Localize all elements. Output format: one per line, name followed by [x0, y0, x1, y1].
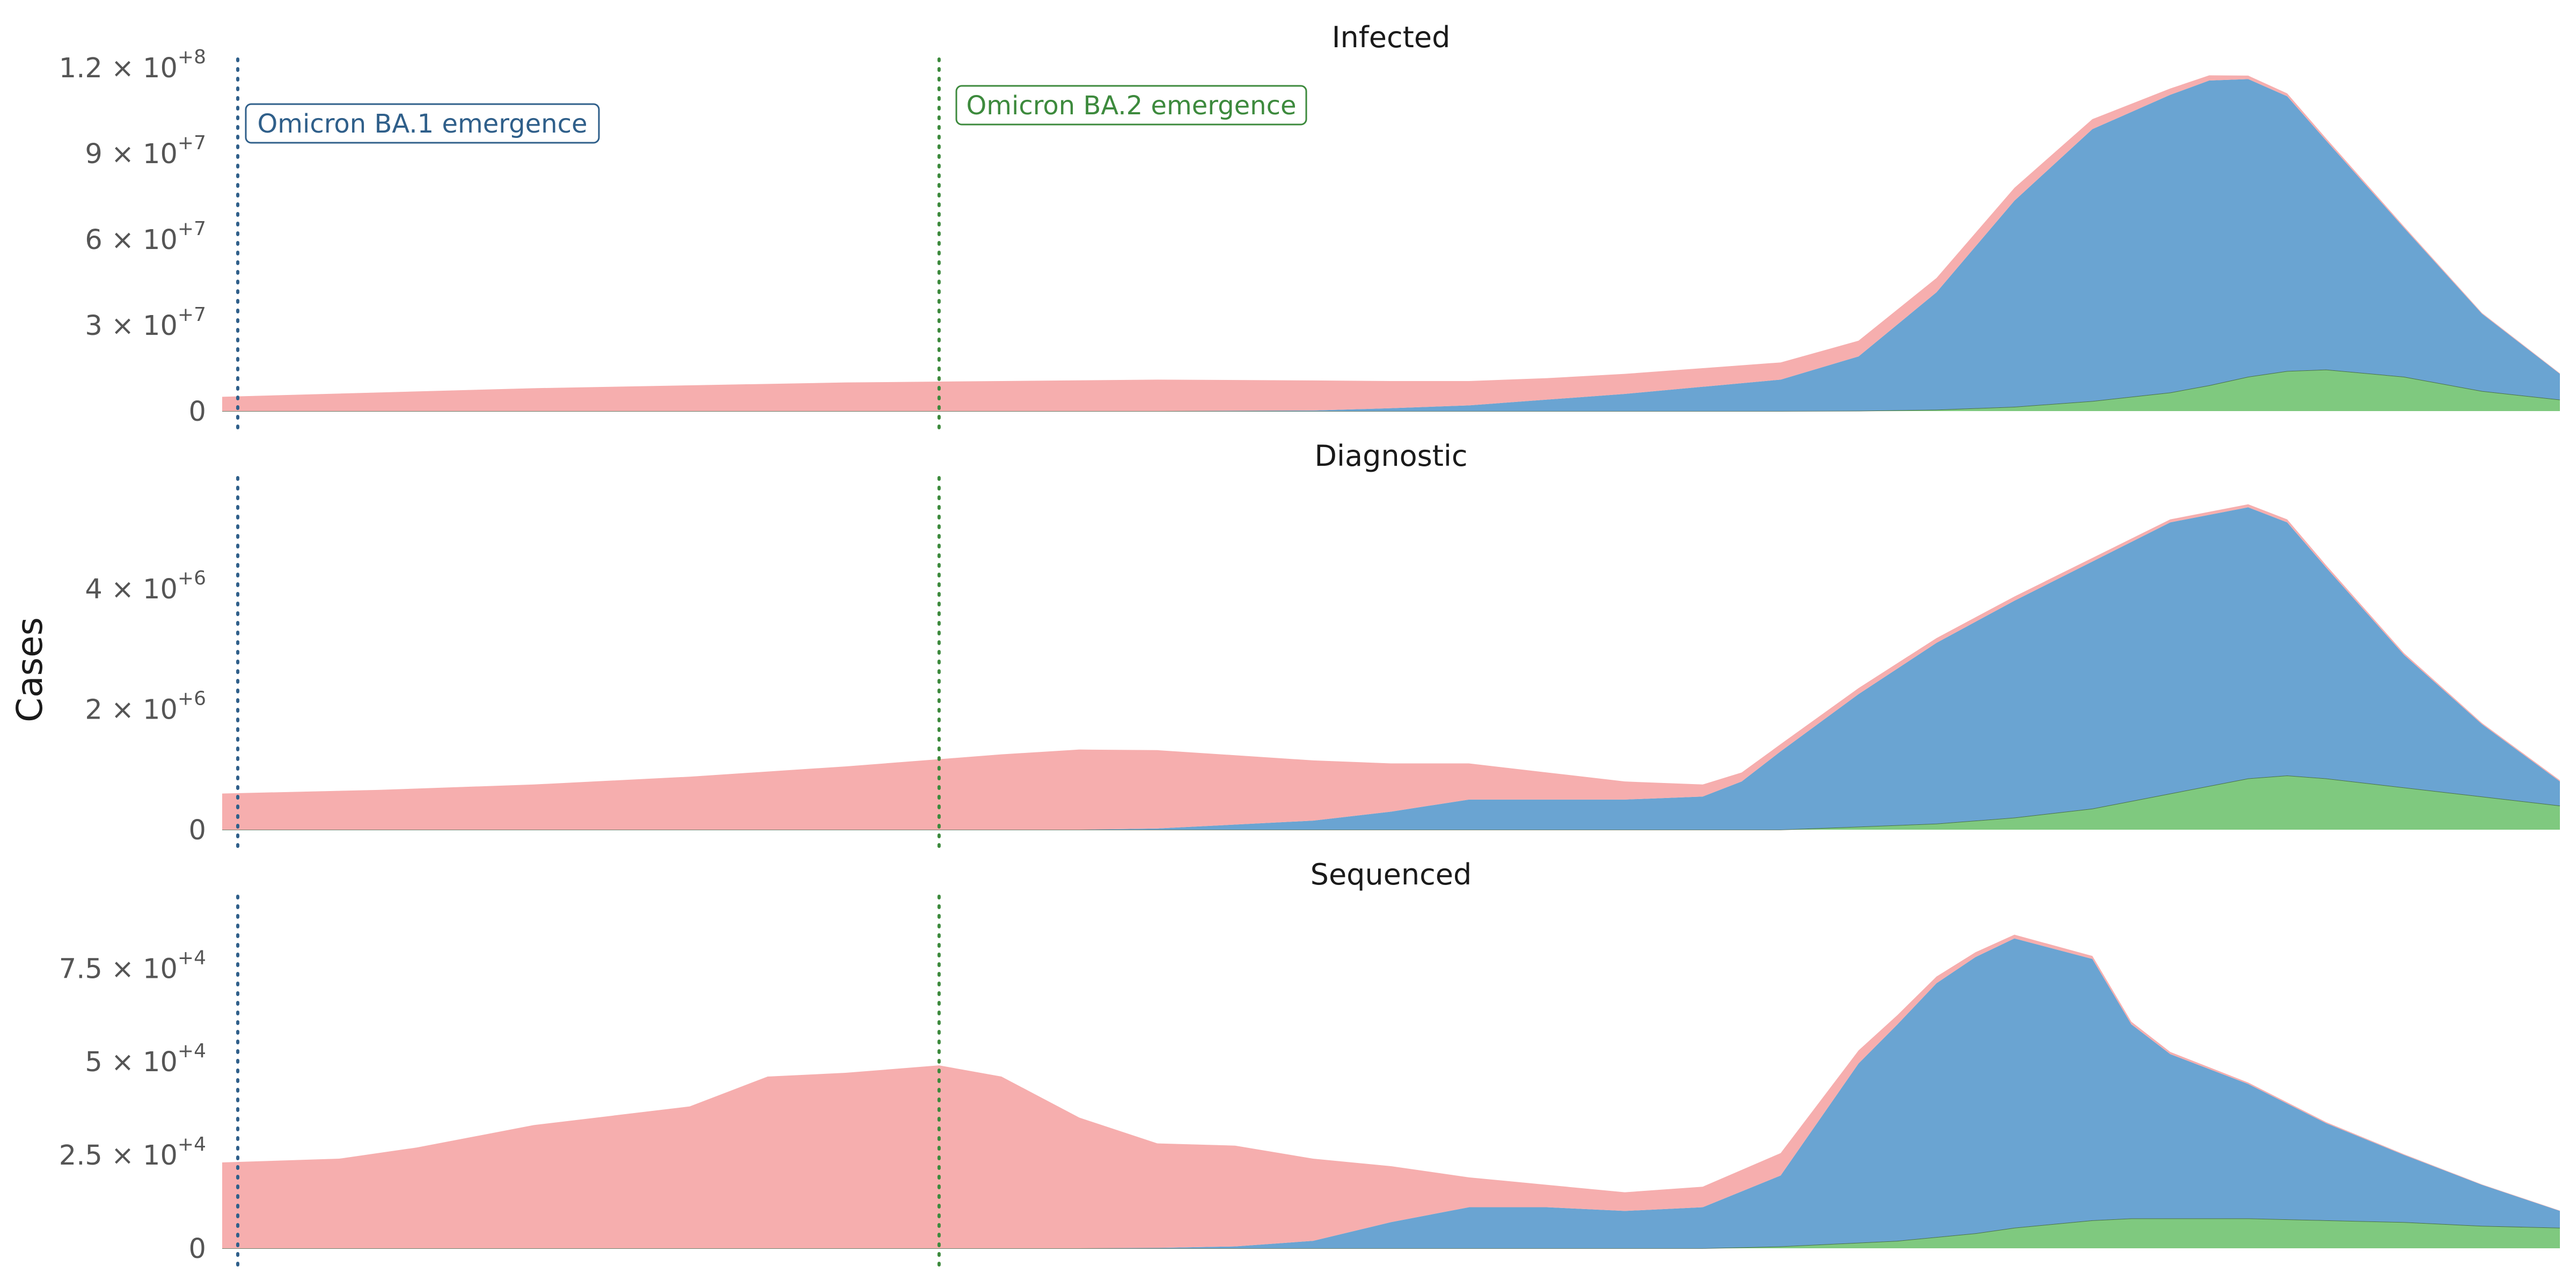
area-omicron-ba2: [222, 775, 2560, 830]
area-omicron-ba2: [222, 369, 2560, 411]
y-tick-label: 5 × 10+4: [85, 1040, 206, 1078]
panel-title: Diagnostic: [1314, 439, 1467, 473]
area-other: [222, 504, 2560, 830]
area-omicron-ba1: [222, 507, 2560, 830]
y-tick-label: 7.5 × 10+4: [59, 947, 206, 985]
y-tick-label: 0: [189, 815, 206, 846]
y-tick-label: 1.2 × 10+8: [59, 46, 206, 84]
y-tick-label: 2 × 10+6: [85, 687, 206, 726]
y-tick-label: 0: [189, 396, 206, 428]
panel-diagnostic: Diagnostic 0 2 × 10+6 4 × 10+6: [85, 439, 2560, 850]
ba2-annotation-box: [955, 85, 1307, 126]
y-tick-label: 4 × 10+6: [85, 567, 206, 605]
y-axis-label: Cases: [9, 617, 50, 722]
area-omicron-ba2: [222, 1218, 2560, 1248]
y-tick-label: 6 × 10+7: [85, 218, 206, 256]
area-other: [222, 934, 2560, 1248]
y-tick-label: 0: [189, 1233, 206, 1265]
annotations: Omicron BA.1 emergence Omicron BA.2 emerg…: [245, 85, 1307, 144]
panel-title: Infected: [1332, 20, 1451, 54]
y-tick-label: 9 × 10+7: [85, 132, 206, 170]
y-tick-label: 3 × 10+7: [85, 304, 206, 342]
area-omicron-ba1: [222, 938, 2560, 1248]
ba1-annotation-label: Omicron BA.1 emergence: [257, 109, 587, 139]
panel-infected: Infected 0 3 × 10+7 6 × 10+7 9 × 10+7 1.2 × 1…: [59, 20, 2560, 431]
y-tick-label: 2.5 × 10+4: [59, 1133, 206, 1172]
area-omicron-ba1: [222, 79, 2560, 412]
ba2-annotation-label: Omicron BA.2 emergence: [966, 91, 1296, 121]
panel-title: Sequenced: [1311, 858, 1472, 891]
panel-sequenced: Sequenced 0 2.5 × 10+4 5 × 10+4 7.5 × 10+4: [59, 858, 2560, 1268]
ba1-annotation-box: [245, 103, 600, 144]
